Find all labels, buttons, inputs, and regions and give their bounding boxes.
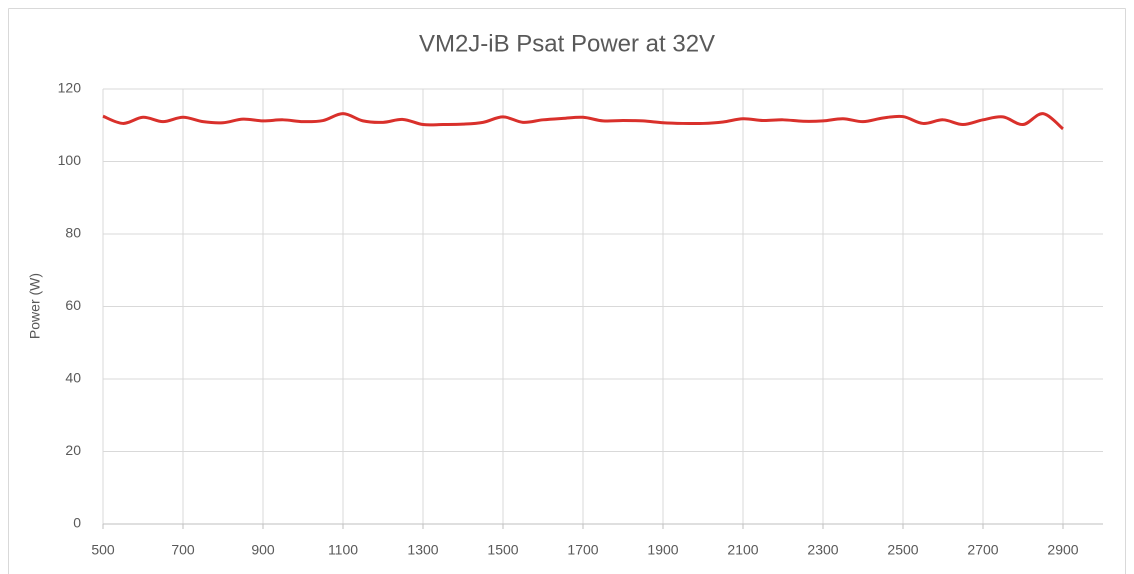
x-tick-label: 2900	[1047, 542, 1078, 558]
y-tick-label: 120	[58, 80, 82, 96]
y-tick-label: 40	[65, 370, 81, 386]
x-tick-label: 2700	[967, 542, 998, 558]
y-tick-label: 80	[65, 225, 81, 241]
x-tick-label: 900	[251, 542, 275, 558]
x-tick-label: 1700	[567, 542, 598, 558]
x-tick-label: 1100	[328, 542, 358, 558]
y-tick-label: 20	[65, 442, 81, 458]
line-series	[102, 112, 1064, 131]
x-tick-label: 2100	[727, 542, 758, 558]
chart-title: VM2J-iB Psat Power at 32V	[419, 30, 715, 57]
y-tick-label: 0	[73, 515, 81, 531]
x-tick-label: 500	[91, 542, 115, 558]
x-tick-label: 2300	[807, 542, 838, 558]
x-tick-label: 1300	[407, 542, 438, 558]
y-tick-label: 60	[65, 297, 81, 313]
x-tick-label: 1500	[487, 542, 518, 558]
y-tick-label: 100	[58, 152, 82, 168]
x-tick-label: 2500	[887, 542, 918, 558]
x-tick-label: 700	[171, 542, 195, 558]
x-tick-label: 1900	[647, 542, 678, 558]
y-axis-label: Power (W)	[27, 273, 43, 339]
